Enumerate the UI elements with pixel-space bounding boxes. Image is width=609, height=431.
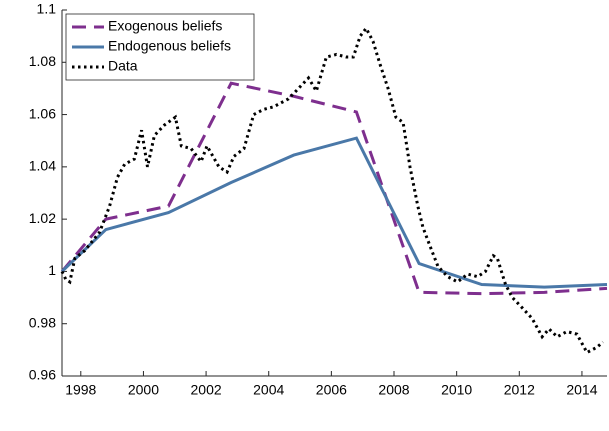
series-line: [60, 136, 608, 289]
x-tick-label: 2004: [253, 382, 284, 398]
x-tick-label: 2006: [316, 382, 347, 398]
y-tick-label: 1.04: [29, 158, 56, 174]
legend-label: Endogenous beliefs: [108, 38, 231, 54]
x-tick-label: 2012: [504, 382, 535, 398]
legend-label: Data: [108, 58, 138, 74]
y-tick-label: 1.06: [29, 105, 56, 121]
y-tick-label: 1: [48, 262, 56, 278]
series-line: [60, 81, 608, 296]
series-line: [60, 25, 604, 355]
y-tick-label: 1.08: [29, 53, 56, 69]
x-tick-label: 2008: [378, 382, 409, 398]
y-tick-label: 0.96: [29, 367, 56, 383]
y-tick-label: 1.02: [29, 210, 56, 226]
x-tick-label: 2000: [128, 382, 159, 398]
x-tick-label: 2010: [441, 382, 472, 398]
x-tick-label: 2014: [566, 382, 597, 398]
y-tick-label: 1.1: [37, 1, 57, 17]
x-tick-label: 1998: [65, 382, 96, 398]
x-tick-label: 2002: [191, 382, 222, 398]
y-tick-label: 0.98: [29, 314, 56, 330]
legend-label: Exogenous beliefs: [108, 18, 222, 34]
